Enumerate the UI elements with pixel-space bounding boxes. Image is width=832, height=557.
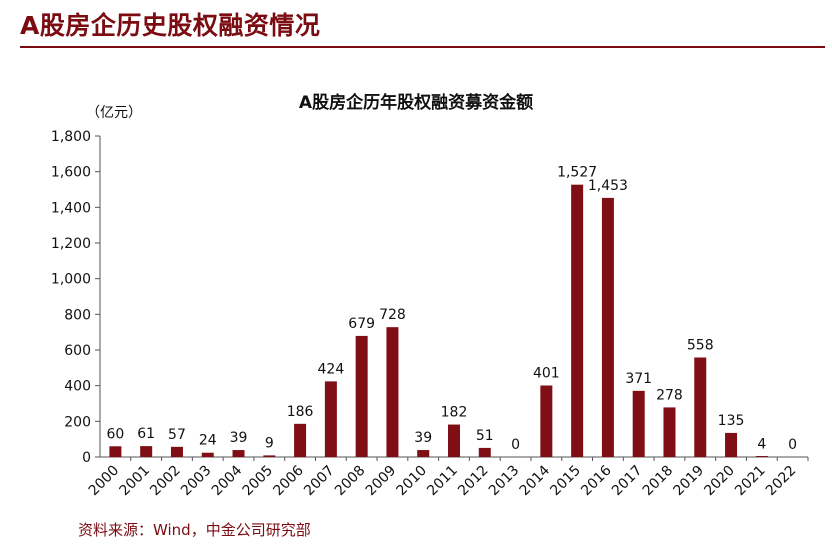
y-tick-label: 1,400 (51, 200, 91, 216)
bar (355, 335, 368, 457)
bar (201, 452, 214, 457)
bar (540, 385, 553, 457)
x-tick-label: 2008 (332, 463, 369, 500)
bar (601, 197, 614, 458)
bar (448, 424, 460, 457)
y-tick-label: 200 (64, 414, 91, 430)
x-tick-label: 2004 (209, 462, 246, 499)
data-label: 39 (414, 430, 432, 446)
data-label: 0 (511, 437, 520, 453)
y-tick-label: 1,000 (51, 272, 91, 288)
y-tick-label: 0 (82, 450, 91, 466)
x-tick-label: 2007 (301, 463, 338, 500)
data-label: 60 (106, 426, 124, 442)
x-tick-label: 2021 (732, 463, 769, 500)
data-label: 278 (656, 387, 683, 403)
x-tick-label: 2012 (455, 463, 492, 500)
data-label: 57 (168, 427, 186, 443)
bar (263, 455, 276, 457)
bar (170, 446, 183, 457)
y-tick-label: 1,200 (51, 236, 91, 252)
bar (232, 450, 245, 457)
data-label: 401 (533, 365, 560, 381)
bar (140, 446, 153, 457)
bar (632, 390, 645, 457)
data-label: 4 (757, 436, 766, 452)
data-label: 424 (318, 361, 345, 377)
data-label: 1,527 (557, 165, 597, 181)
chart-title: A股房企历年股权融资募资金额 (298, 93, 534, 113)
data-label: 51 (476, 428, 494, 444)
data-label: 371 (625, 371, 652, 387)
x-tick-label: 2017 (609, 463, 646, 500)
x-tick-label: 2005 (240, 463, 277, 500)
data-label: 135 (718, 413, 745, 429)
y-tick-label: 400 (64, 379, 91, 395)
y-tick-label: 1,800 (51, 129, 91, 145)
bar (725, 432, 738, 457)
x-tick-label: 2000 (86, 463, 123, 500)
bar (694, 357, 707, 457)
data-label: 558 (687, 337, 714, 353)
source-note: 资料来源：Wind，中金公司研究部 (78, 521, 311, 539)
x-tick-label: 2020 (701, 463, 738, 500)
x-tick-label: 2014 (517, 462, 554, 499)
data-label: 0 (788, 437, 797, 453)
x-tick-label: 2009 (363, 463, 400, 500)
x-tick-label: 2003 (178, 463, 215, 500)
x-tick-label: 2019 (671, 463, 708, 500)
title-divider (20, 46, 825, 48)
y-axis-unit: （亿元） (86, 105, 142, 121)
data-label: 9 (265, 435, 274, 451)
data-label: 728 (379, 307, 406, 323)
data-label: 39 (230, 430, 248, 446)
x-tick-label: 2016 (578, 462, 615, 499)
x-tick-label: 2006 (270, 462, 307, 499)
bar (109, 446, 122, 457)
data-label: 61 (137, 426, 155, 442)
bar (324, 381, 337, 457)
bar (478, 447, 491, 457)
y-tick-label: 1,600 (51, 165, 91, 181)
x-tick-label: 2011 (424, 463, 461, 500)
bar (571, 184, 584, 457)
y-tick-label: 600 (64, 343, 91, 359)
data-label: 679 (348, 316, 375, 332)
bar (386, 327, 399, 457)
x-tick-label: 2018 (640, 463, 677, 500)
y-tick-label: 800 (64, 307, 91, 323)
x-tick-label: 2015 (547, 463, 584, 500)
data-label: 24 (199, 433, 217, 449)
x-tick-label: 2001 (116, 463, 153, 500)
bar (663, 407, 676, 457)
page-title: A股房企历史股权融资情况 (20, 11, 321, 40)
data-label: 182 (441, 405, 468, 421)
bar (417, 450, 430, 457)
bar (294, 423, 307, 457)
x-tick-label: 2013 (486, 463, 523, 500)
x-tick-label: 2002 (147, 463, 184, 500)
x-tick-label: 2010 (394, 463, 431, 500)
x-tick-label: 2022 (763, 463, 800, 500)
data-label: 1,453 (588, 178, 628, 194)
bar (755, 456, 768, 457)
data-label: 186 (287, 404, 314, 420)
